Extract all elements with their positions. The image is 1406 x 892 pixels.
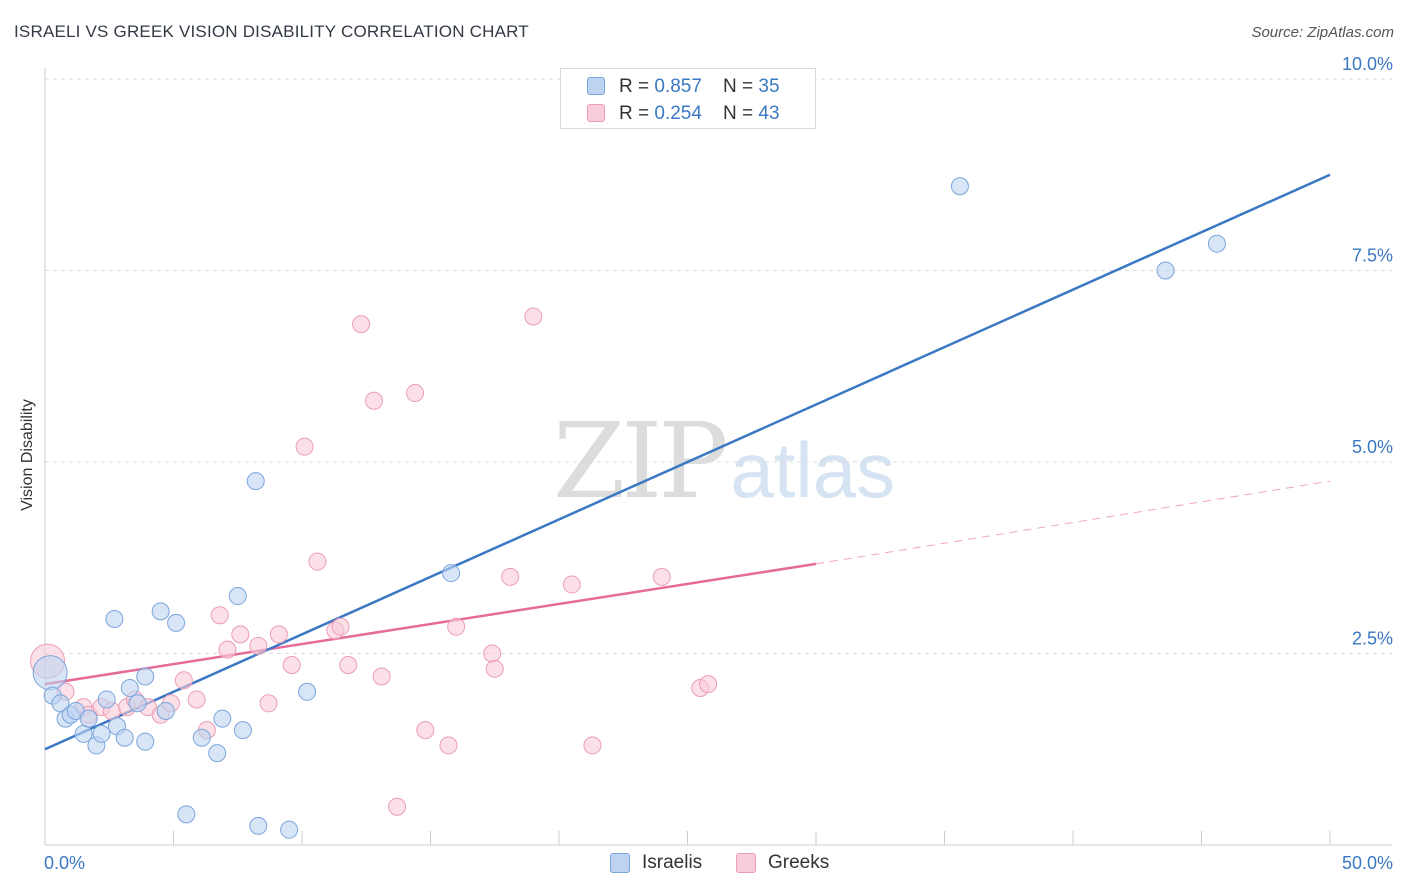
greeks-point	[308, 552, 327, 571]
israelis-point	[442, 564, 461, 583]
greeks-point	[439, 736, 458, 755]
israelis-point	[105, 610, 124, 629]
tick-labels: 2.5% 5.0% 7.5% 10.0% 0.0% 50.0%	[44, 54, 1393, 873]
greeks-point	[562, 575, 581, 594]
y-tick-label: 5.0%	[1352, 437, 1393, 457]
israelis-point	[246, 472, 265, 491]
source-label: Source: ZipAtlas.com	[1251, 24, 1394, 41]
r-label: R =	[619, 76, 655, 97]
greeks-point	[583, 736, 602, 755]
greeks-point	[652, 567, 671, 586]
greeks-trend-line	[44, 562, 817, 686]
watermark-atlas: atlas	[730, 426, 896, 514]
israelis-swatch	[587, 77, 605, 95]
israelis-swatch	[610, 853, 630, 873]
legend-label: Israelis	[642, 852, 703, 873]
data-points	[30, 177, 1226, 839]
greeks-point	[259, 694, 278, 713]
greeks-swatch	[736, 853, 756, 873]
israelis-point	[32, 655, 68, 691]
greeks-point	[210, 606, 229, 625]
y-axis-title: Vision Disability	[19, 399, 36, 511]
n-label: N =	[723, 76, 759, 97]
greeks-point	[231, 625, 250, 644]
israelis-point	[213, 709, 232, 728]
israelis-point	[151, 602, 170, 621]
y-tick-label: 10.0%	[1342, 54, 1393, 74]
israelis-point	[1156, 261, 1175, 280]
greeks-point	[416, 721, 435, 740]
x-tick-label: 50.0%	[1342, 853, 1393, 873]
greeks-point	[483, 644, 502, 663]
x-tick-label: 0.0%	[44, 853, 85, 873]
israelis-point	[115, 728, 134, 747]
israelis-point	[1207, 234, 1226, 253]
israelis-point	[249, 816, 268, 835]
n-value: 43	[758, 103, 780, 124]
y-tick-label: 7.5%	[1352, 246, 1393, 266]
greeks-point	[187, 690, 206, 709]
r-value: 0.857	[654, 76, 702, 97]
greeks-point	[352, 315, 371, 334]
greeks-point	[372, 667, 391, 686]
greeks-point	[699, 675, 718, 694]
r-value: 0.254	[654, 103, 702, 124]
greeks-point	[447, 617, 466, 636]
n-label: N =	[723, 103, 759, 124]
israelis-point	[128, 694, 147, 713]
greeks-point	[331, 617, 350, 636]
legend-label: Greeks	[768, 852, 830, 873]
israelis-point	[192, 728, 211, 747]
israelis-point	[79, 709, 98, 728]
correlation-legend: R = 0.857 N = 35 R = 0.254 N = 43	[560, 68, 816, 129]
greeks-point	[339, 655, 358, 674]
greeks-point	[501, 567, 520, 586]
n-value: 35	[758, 76, 780, 97]
israelis-point	[92, 724, 111, 743]
israelis-point	[950, 177, 969, 196]
greeks-point	[485, 659, 504, 678]
watermark-zip: ZIP	[553, 400, 728, 522]
chart-title: ISRAELI VS GREEK VISION DISABILITY CORRE…	[14, 22, 529, 41]
greeks-point	[406, 384, 425, 403]
greeks-point	[174, 671, 193, 690]
israelis-point	[167, 613, 186, 632]
israelis-point	[156, 701, 175, 720]
grid-lines	[45, 78, 1392, 654]
greeks-point	[295, 437, 314, 456]
israelis-point	[233, 721, 252, 740]
r-label: R =	[619, 103, 655, 124]
israelis-point	[298, 682, 317, 701]
greeks-point	[282, 655, 301, 674]
israelis-point	[120, 678, 139, 697]
israelis-point	[280, 820, 299, 839]
greeks-point	[218, 640, 237, 659]
greeks-point	[364, 391, 383, 410]
greeks-trend-extension	[815, 480, 1331, 565]
israelis-point	[136, 732, 155, 751]
axes	[44, 68, 1392, 846]
greeks-swatch	[587, 104, 605, 122]
israelis-point	[97, 690, 116, 709]
greeks-point	[249, 636, 268, 655]
israelis-point	[208, 744, 227, 763]
watermark: ZIPatlas	[553, 400, 895, 522]
greeks-point	[524, 307, 543, 326]
y-tick-label: 2.5%	[1352, 629, 1393, 649]
greeks-point	[269, 625, 288, 644]
israelis-point	[177, 805, 196, 824]
israelis-point	[228, 587, 247, 606]
greeks-point	[388, 797, 407, 816]
israelis-point	[136, 667, 155, 686]
